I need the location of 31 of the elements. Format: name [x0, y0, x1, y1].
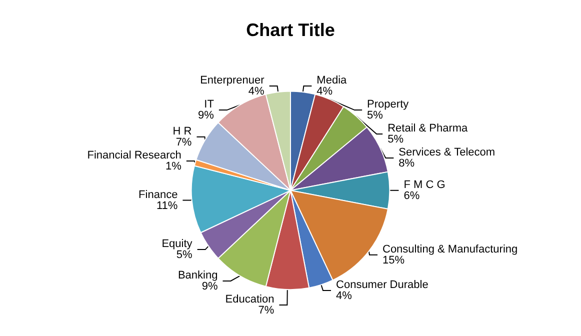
slice-label: Finance: [138, 188, 178, 201]
slice-label: Services & Telecom: [398, 146, 496, 159]
slice-label: Enterprenuer: [200, 74, 265, 87]
slice-label: Education: [225, 293, 274, 306]
data-label: 5%: [367, 110, 384, 122]
data-label: 5%: [176, 249, 193, 262]
slice-label: F M C G: [404, 178, 446, 191]
data-label: 4%: [336, 290, 352, 302]
data-label: 1%: [166, 160, 182, 173]
slice-label: IT: [204, 98, 214, 111]
slice-label: Financial Research: [87, 150, 182, 162]
slice-label: H R: [172, 125, 192, 138]
slice-label: Consulting & Manufacturing: [382, 243, 518, 256]
slice-label: Banking: [178, 269, 218, 282]
data-label: 7%: [176, 136, 192, 148]
slice-label: Retail & Pharma: [388, 122, 469, 135]
chart-title: Chart Title: [246, 20, 335, 40]
data-label: 9%: [198, 110, 214, 122]
data-label: 15%: [382, 254, 405, 266]
data-label: 7%: [258, 304, 274, 316]
data-label: 9%: [202, 280, 218, 292]
slice-label: Consumer Durable: [336, 278, 428, 291]
data-label: 4%: [316, 86, 333, 98]
slice-label: Property: [367, 98, 410, 111]
data-label: 6%: [404, 190, 420, 202]
slice-label: Equity: [162, 238, 193, 250]
data-label: 8%: [398, 158, 415, 170]
data-label: 4%: [248, 86, 265, 98]
slice-label: Media: [316, 74, 348, 87]
data-label: 11%: [156, 200, 178, 212]
data-label: 5%: [388, 134, 404, 146]
